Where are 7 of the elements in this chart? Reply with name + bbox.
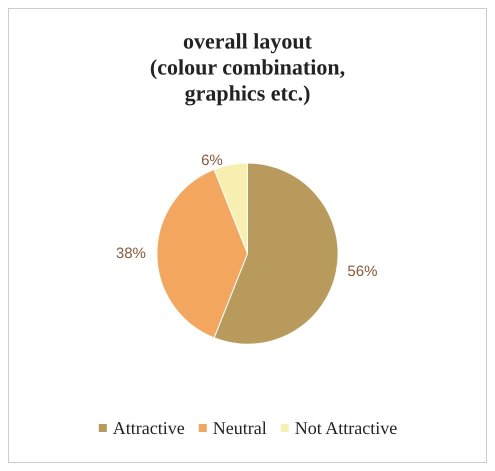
data-label: 38% [116, 245, 146, 262]
legend-label: Neutral [212, 418, 267, 438]
data-label: 56% [347, 262, 378, 280]
data-label: 6% [201, 152, 223, 170]
legend-label: Attractive [112, 418, 185, 438]
chart-title: overall layout (colour combination, graphics etc.) [150, 28, 346, 106]
legend-label: Not Attractive [294, 418, 398, 438]
